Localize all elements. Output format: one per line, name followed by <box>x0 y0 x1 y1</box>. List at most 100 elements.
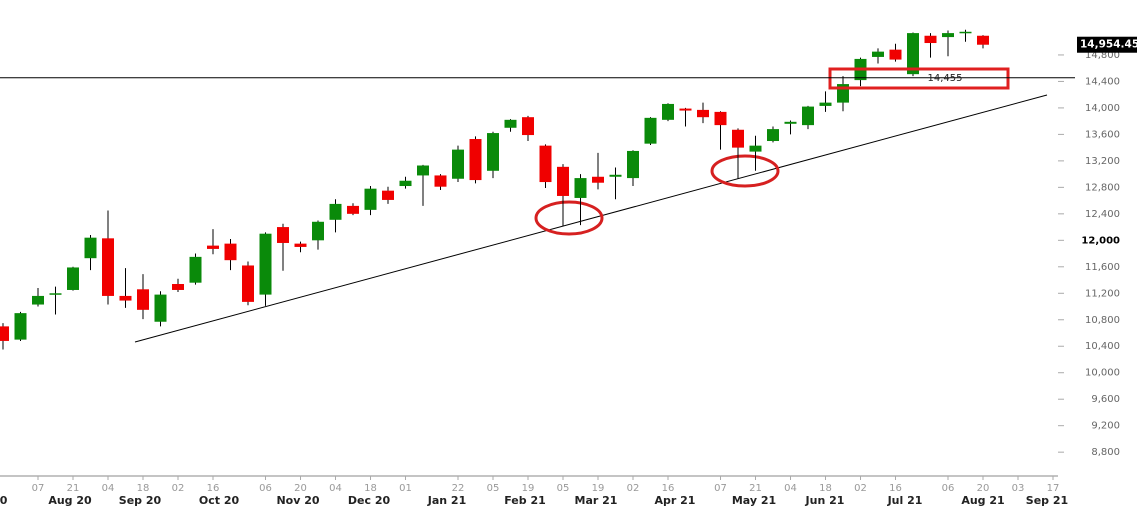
candle-body <box>907 33 919 75</box>
x-tick-label: 19 <box>522 483 535 494</box>
candle-body <box>277 227 289 243</box>
x-tick-label: 02 <box>172 483 185 494</box>
candle-body <box>242 265 254 302</box>
x-tick-label: 01 <box>399 483 412 494</box>
candle-body <box>889 49 902 60</box>
month-label: Aug 21 <box>961 494 1004 507</box>
month-label: Aug 20 <box>48 494 92 507</box>
candle-body <box>0 326 9 341</box>
candle-body <box>749 145 762 152</box>
candle-body <box>924 35 937 44</box>
x-tick-label: 21 <box>67 483 80 494</box>
candle-body <box>469 139 482 181</box>
candle-body <box>819 102 832 106</box>
candle-body <box>399 180 412 187</box>
x-tick-label: 05 <box>557 483 570 494</box>
candle-body <box>119 295 132 301</box>
candle-body <box>767 129 779 142</box>
y-tick-label: 10,000 <box>1085 368 1120 379</box>
candle-body <box>784 121 797 124</box>
candle-body <box>417 165 429 176</box>
x-tick-label: 17 <box>1047 483 1060 494</box>
candle-body <box>259 233 272 295</box>
candle-body <box>504 119 517 128</box>
last-price-label: 14,954.457 <box>1080 39 1137 51</box>
y-tick-label: 13,600 <box>1085 129 1120 140</box>
candle-body <box>154 294 167 322</box>
candle-body <box>714 111 727 126</box>
candle-body <box>557 166 569 196</box>
candle-body <box>49 293 62 295</box>
x-tick-label: 18 <box>137 483 150 494</box>
candle-body <box>207 245 219 249</box>
month-label: Sep 21 <box>1026 494 1068 507</box>
month-label: May 21 <box>732 494 776 507</box>
x-tick-label: 20 <box>977 483 990 494</box>
level-label: 14,455 <box>928 73 963 84</box>
y-tick-label: 14,400 <box>1085 76 1120 87</box>
month-label: Oct 20 <box>199 494 240 507</box>
month-label: Feb 21 <box>504 494 546 507</box>
candle-body <box>84 237 97 259</box>
candle-body <box>487 133 499 171</box>
x-tick-label: 04 <box>102 483 115 494</box>
month-label: Sep 20 <box>119 494 162 507</box>
y-tick-label: 12,800 <box>1085 182 1120 193</box>
x-tick-label: 18 <box>819 483 832 494</box>
month-label: Dec 20 <box>348 494 391 507</box>
x-tick-label: 21 <box>749 483 762 494</box>
candle-body <box>67 267 79 290</box>
y-tick-label: 12,400 <box>1085 209 1120 220</box>
y-tick-label: 8,800 <box>1091 447 1120 458</box>
candle-body <box>382 190 394 200</box>
candle-body <box>137 289 149 310</box>
candle-body <box>609 174 622 177</box>
candle-body <box>697 109 709 118</box>
x-tick-label: 19 <box>592 483 605 494</box>
candle-body <box>102 238 114 296</box>
candle-body <box>977 35 989 45</box>
candle-body <box>294 243 307 247</box>
x-tick-label: 03 <box>1012 483 1025 494</box>
candle-body <box>14 313 27 340</box>
candle-body <box>189 256 202 283</box>
x-tick-label: 22 <box>452 483 465 494</box>
y-tick-label: 14,800 <box>1085 50 1120 61</box>
candle-body <box>644 117 657 144</box>
candle-body <box>32 295 44 305</box>
candle-body <box>662 103 674 120</box>
y-tick-label: 11,600 <box>1085 262 1120 273</box>
candle-body <box>802 106 814 126</box>
candle-body <box>539 145 552 183</box>
highlight-ellipse <box>534 200 604 236</box>
x-tick-label: 18 <box>364 483 377 494</box>
y-tick-label: 10,400 <box>1085 341 1120 352</box>
x-tick-label: 16 <box>889 483 902 494</box>
candle-body <box>452 149 464 179</box>
candle-body <box>172 284 184 290</box>
candle-body <box>627 150 639 179</box>
y-tick-label: 10,800 <box>1085 315 1120 326</box>
y-tick-label: 13,200 <box>1085 156 1120 167</box>
candle-body <box>872 51 884 57</box>
candle-body <box>312 221 324 241</box>
trend-line <box>134 94 1048 343</box>
candle-body <box>679 108 692 111</box>
month-label: Jan 21 <box>427 494 466 507</box>
y-tick-label: 9,200 <box>1091 421 1120 432</box>
y-tick-label: 9,600 <box>1091 394 1120 405</box>
x-tick-label: 06 <box>259 483 272 494</box>
x-tick-label: 07 <box>714 483 727 494</box>
y-tick-label: 12,000 <box>1081 235 1120 246</box>
month-label: Mar 21 <box>575 494 618 507</box>
month-label: Jul 21 <box>887 494 923 507</box>
month-label: Jul 20 <box>0 494 8 507</box>
candle-body <box>329 203 342 220</box>
x-tick-label: 07 <box>32 483 45 494</box>
x-tick-label: 04 <box>329 483 342 494</box>
x-tick-label: 04 <box>784 483 797 494</box>
x-tick-label: 05 <box>487 483 500 494</box>
candle-body <box>959 31 972 34</box>
candle-body <box>732 129 744 148</box>
